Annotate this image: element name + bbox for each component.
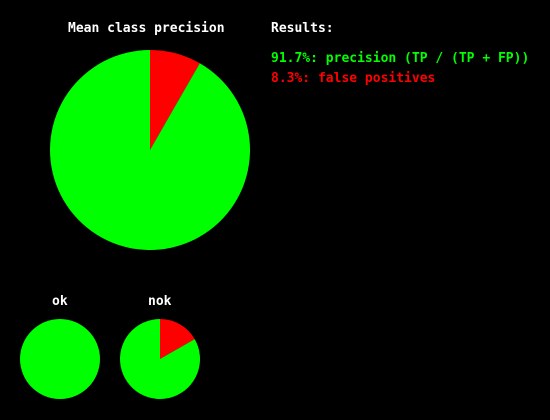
- pie-slice-precision: [120, 319, 200, 399]
- pie-slice-precision: [20, 319, 100, 399]
- main-chart-title: Mean class precision: [68, 21, 225, 36]
- nok-chart-title: nok: [148, 294, 172, 309]
- main-pie-chart: [50, 50, 250, 250]
- ok-chart-title: ok: [52, 294, 68, 309]
- nok-pie-chart: [120, 319, 200, 399]
- pie-slice-false-positives: [150, 50, 200, 150]
- pie-slice-precision: [50, 50, 250, 250]
- precision-result-text: 91.7%: precision (TP / (TP + FP)): [271, 51, 530, 66]
- ok-pie-chart: [20, 319, 100, 399]
- false-positives-result-text: 8.3%: false positives: [271, 71, 436, 86]
- results-heading: Results:: [271, 21, 334, 36]
- pie-slice-false-positives: [160, 319, 195, 359]
